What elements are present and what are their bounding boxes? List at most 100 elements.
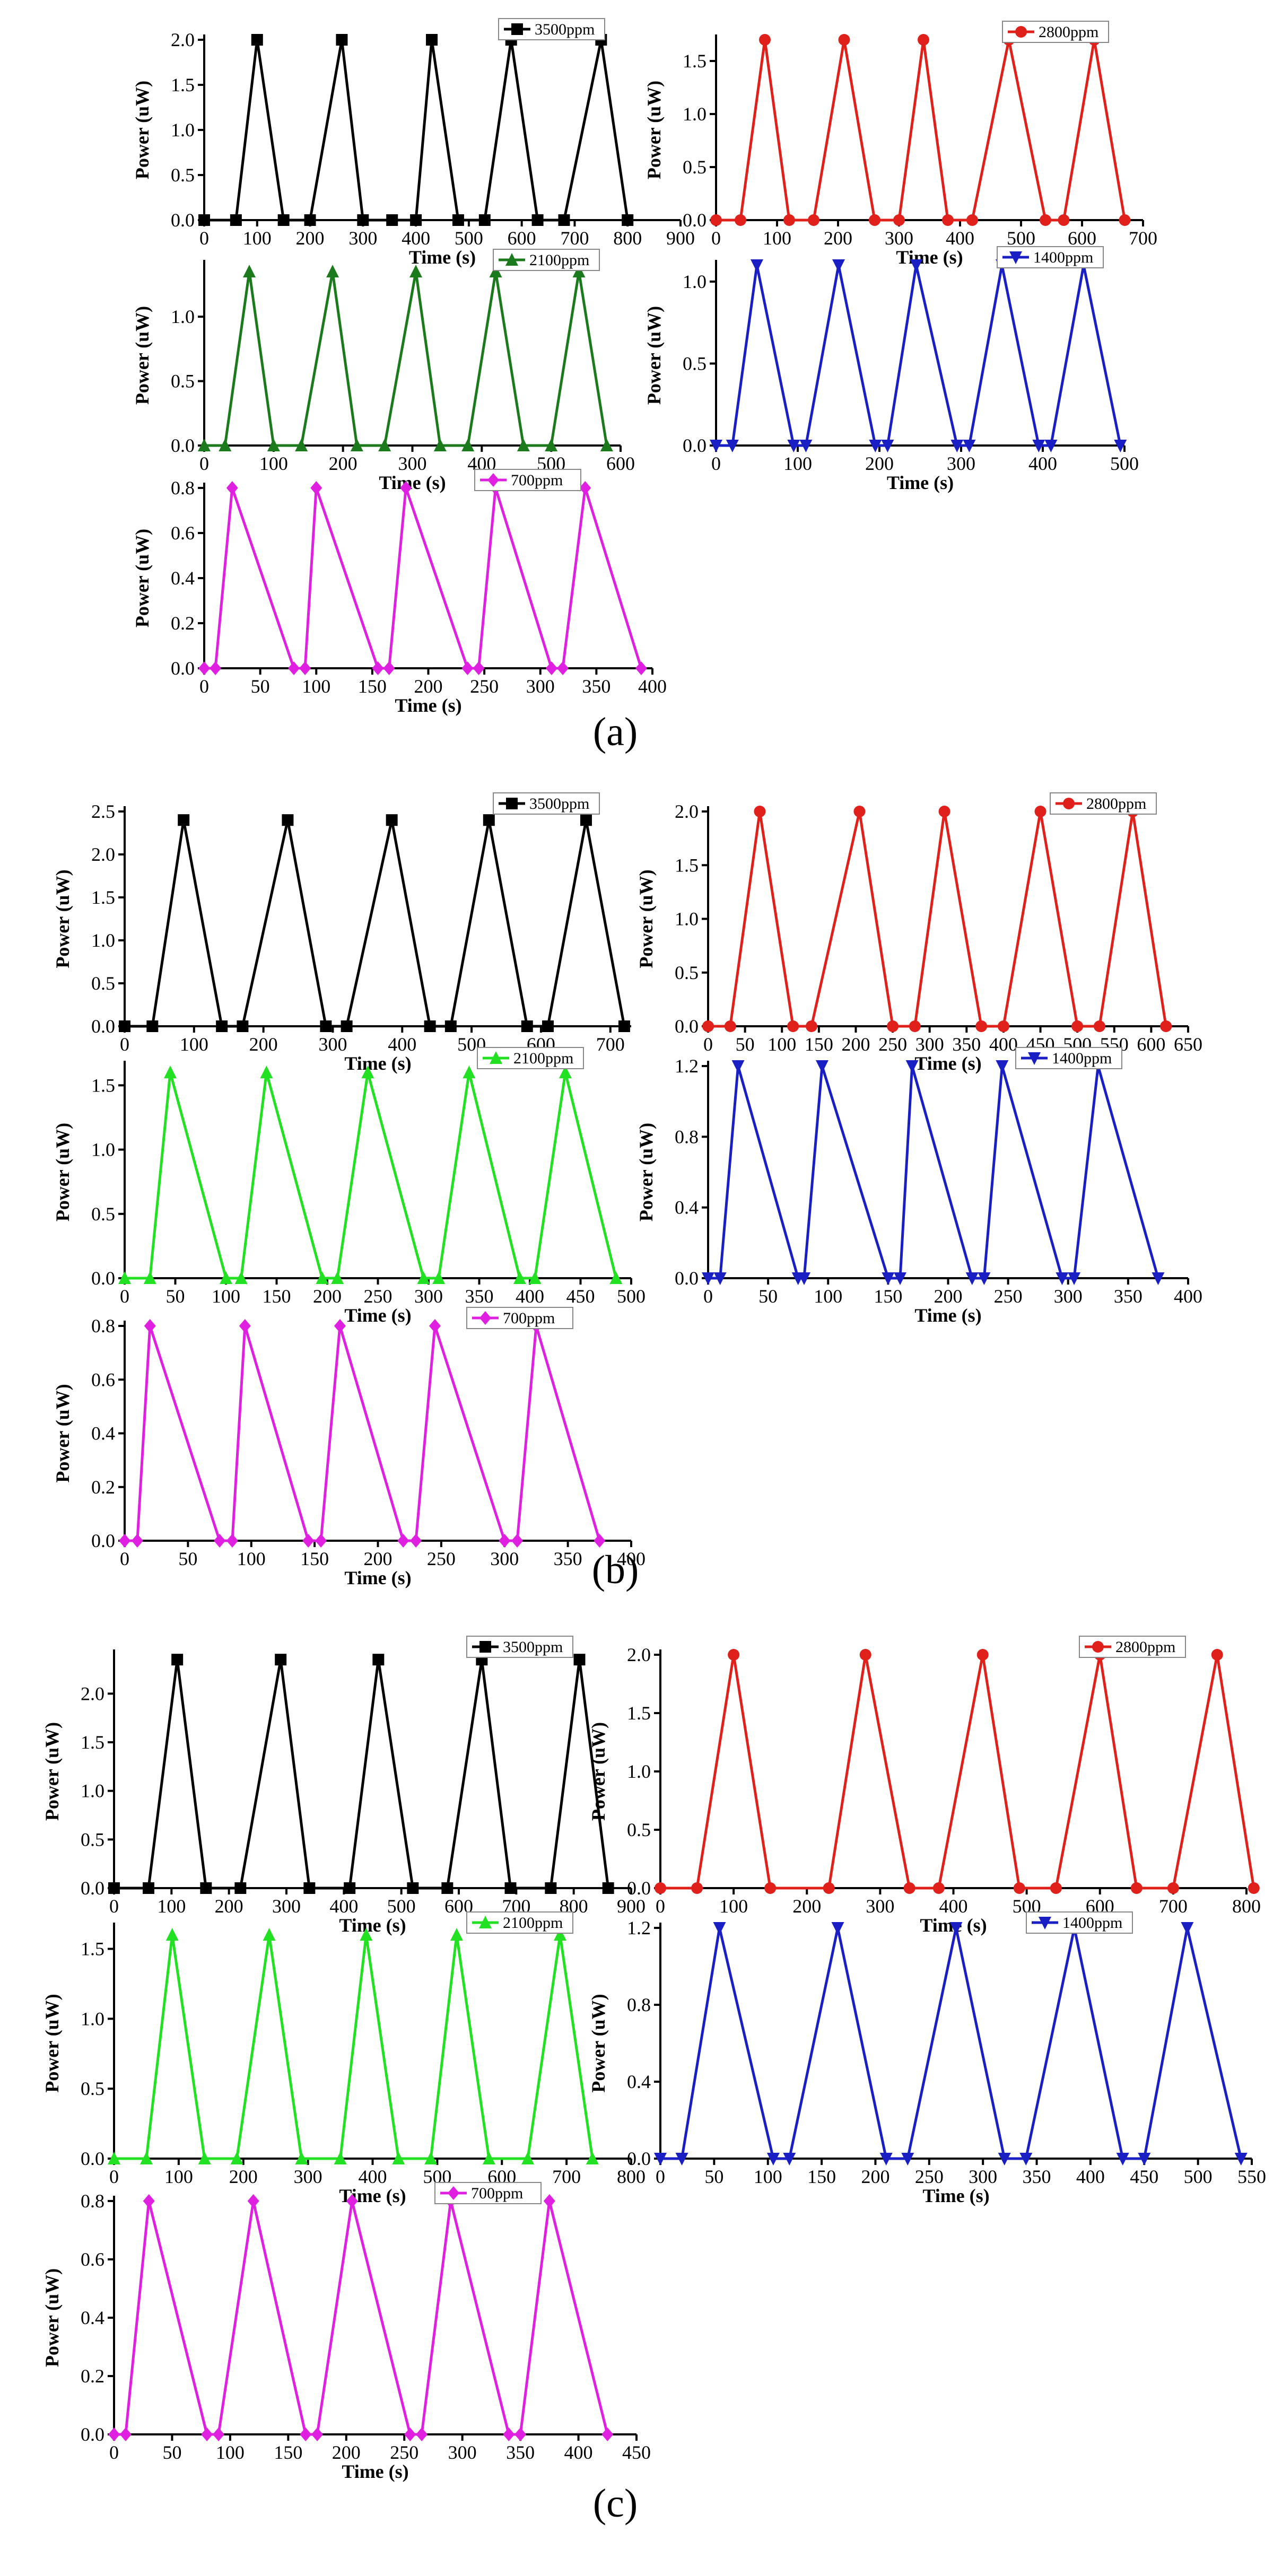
x-axis-label: Time (s)	[344, 1053, 411, 1074]
data-point	[932, 1882, 945, 1894]
data-point	[808, 214, 819, 226]
data-point	[517, 439, 530, 451]
y-tick-label: 1.5	[627, 1702, 651, 1724]
data-point	[386, 214, 398, 226]
y-tick-label: 1.5	[91, 887, 115, 908]
data-point	[975, 1020, 988, 1032]
data-point	[239, 1319, 251, 1333]
data-point	[226, 481, 238, 495]
y-tick-label: 0.4	[171, 567, 195, 589]
data-point	[823, 1882, 835, 1894]
x-tick-label: 400	[329, 1896, 358, 1917]
legend-label: 700ppm	[511, 471, 563, 489]
x-tick-label: 400	[946, 228, 974, 249]
x-tick-label: 50	[736, 1034, 755, 1055]
x-tick-label: 400	[638, 676, 667, 697]
data-point	[887, 1020, 899, 1032]
x-tick-label: 200	[414, 676, 443, 697]
data-point	[230, 214, 242, 226]
data-point	[1181, 1922, 1194, 1935]
legend-marker	[1028, 1052, 1041, 1065]
data-point	[1211, 1649, 1223, 1661]
data-point	[724, 1020, 736, 1032]
data-point	[326, 265, 339, 278]
y-tick-label: 0.5	[81, 1829, 104, 1850]
data-point	[710, 214, 722, 226]
x-tick-label: 300	[294, 2166, 322, 2187]
data-point	[178, 814, 190, 826]
x-tick-label: 350	[554, 1548, 582, 1569]
data-point	[710, 440, 722, 452]
y-tick-label: 0.8	[171, 477, 195, 499]
data-point	[450, 1928, 463, 1941]
data-point	[635, 661, 647, 675]
data-point	[504, 1882, 517, 1894]
data-point	[731, 1060, 745, 1073]
x-tick-label: 150	[807, 2166, 836, 2187]
data-point	[787, 1020, 799, 1032]
x-tick-label: 200	[296, 228, 325, 249]
y-tick-label: 0.5	[675, 962, 699, 983]
data-point	[503, 2427, 515, 2441]
x-axis-label: Time (s)	[887, 472, 954, 493]
data-point	[909, 1020, 921, 1032]
data-point	[726, 440, 739, 452]
x-tick-label: 0	[199, 453, 209, 474]
x-tick-label: 350	[506, 2442, 535, 2463]
data-point	[108, 2427, 120, 2441]
data-point	[320, 1020, 332, 1032]
data-point	[300, 2427, 312, 2441]
data-point	[260, 1066, 273, 1079]
data-point	[702, 1272, 714, 1285]
legend-marker	[1009, 251, 1022, 264]
data-point	[489, 265, 502, 278]
x-tick-label: 0	[703, 1286, 713, 1307]
x-tick-label: 300	[490, 1548, 519, 1569]
y-tick-label: 2.0	[81, 1683, 104, 1704]
x-tick-label: 450	[622, 2442, 651, 2463]
x-tick-label: 200	[861, 2166, 889, 2187]
y-tick-label: 1.0	[171, 306, 195, 327]
series-line-1400ppm	[716, 264, 1122, 447]
y-tick-label: 1.0	[81, 1780, 104, 1802]
x-tick-label: 300	[866, 1896, 894, 1917]
x-tick-label: 200	[792, 1896, 821, 1917]
legend-marker	[506, 798, 518, 809]
x-tick-label: 600	[1137, 1034, 1165, 1055]
legend-label: 2100ppm	[503, 1914, 563, 1932]
y-axis-label: Power (uW)	[643, 81, 665, 179]
legend-label: 2800ppm	[1115, 1638, 1175, 1656]
x-tick-label: 50	[704, 2166, 723, 2187]
data-point	[275, 1654, 287, 1666]
x-tick-label: 300	[272, 1896, 301, 1917]
data-point	[1044, 440, 1058, 452]
x-tick-label: 0	[656, 1896, 665, 1917]
data-point	[1138, 2153, 1151, 2165]
y-tick-label: 0.5	[91, 973, 115, 994]
data-point	[942, 214, 954, 226]
x-tick-label: 150	[805, 1034, 833, 1055]
data-point	[609, 1271, 623, 1284]
y-axis-label: Power (uW)	[132, 81, 153, 179]
data-point	[108, 1882, 120, 1894]
data-point	[334, 2152, 347, 2164]
x-tick-label: 50	[162, 2442, 181, 2463]
x-tick-label: 400	[617, 1548, 646, 1569]
data-point	[361, 1066, 374, 1079]
data-point	[675, 2153, 688, 2165]
y-tick-label: 0.0	[171, 658, 195, 679]
data-point	[386, 814, 398, 826]
data-point	[997, 1020, 1009, 1032]
data-point	[1019, 2153, 1033, 2165]
x-tick-label: 900	[666, 228, 695, 249]
x-tick-label: 150	[300, 1548, 329, 1569]
series-line-3500ppm	[125, 818, 626, 1028]
y-tick-label: 0.0	[675, 1268, 699, 1289]
y-tick-label: 1.0	[91, 930, 115, 951]
x-tick-label: 0	[120, 1286, 129, 1307]
data-point	[473, 661, 485, 675]
y-tick-label: 0.6	[91, 1369, 115, 1390]
data-point	[131, 1534, 143, 1548]
chart-b4: 0 50 100 150 200 250 300 350 400 0.0 0.4 0.8 1.2 Time…	[635, 1047, 1202, 1326]
